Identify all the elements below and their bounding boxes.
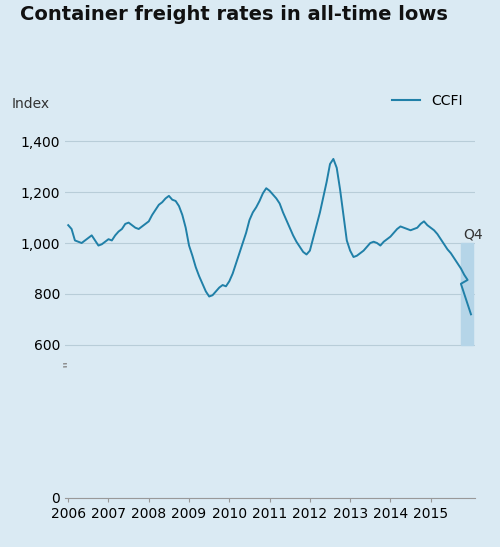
Bar	[461, 243, 473, 345]
Text: Q4: Q4	[463, 228, 482, 242]
Legend: CCFI: CCFI	[386, 88, 468, 113]
Text: Container freight rates in all-time lows: Container freight rates in all-time lows	[20, 5, 448, 25]
Text: Index: Index	[12, 97, 50, 111]
